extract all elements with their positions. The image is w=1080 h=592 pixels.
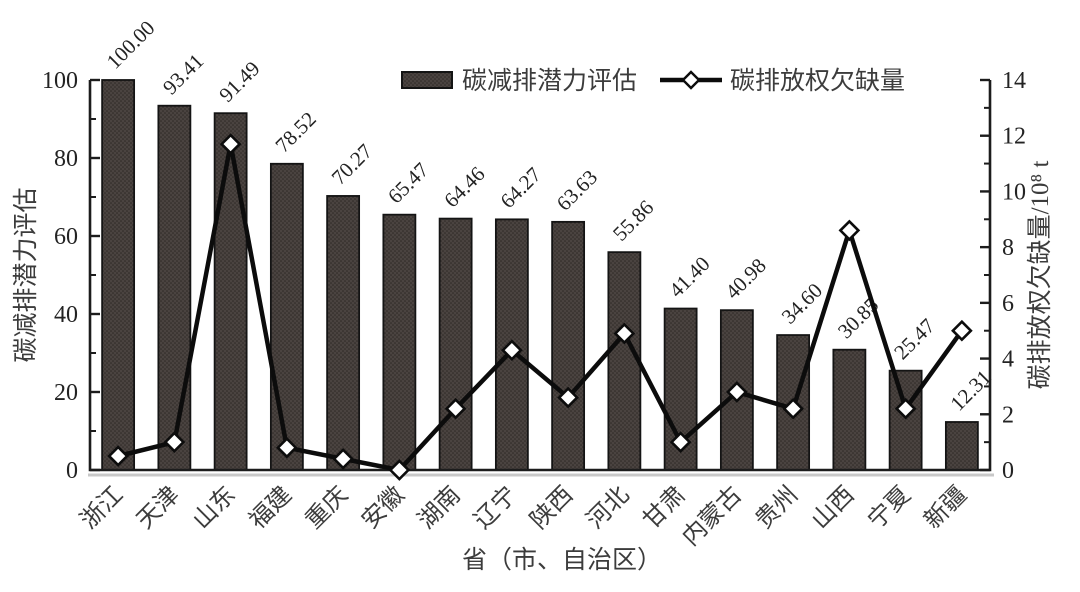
x-tick-label: 宁夏 [863,481,916,534]
x-tick-label: 安徽 [357,481,410,534]
line-marker [501,339,523,362]
left-axis-title: 碳减排潜力评估 [12,187,40,362]
bar-value-label: 93.41 [158,49,208,99]
line-marker [894,397,917,420]
line-marker [838,219,861,242]
line-marker [444,397,467,420]
left-tick-label: 100 [42,68,78,94]
right-tick-label: 6 [1002,291,1014,317]
x-tick-label: 新疆 [919,481,972,534]
x-tick-label: 重庆 [300,481,353,534]
right-tick-label: 12 [1002,124,1026,150]
line-layer [107,133,973,481]
bar-value-label: 64.46 [439,162,489,212]
x-tick-label: 天津 [132,481,185,534]
line-marker [726,381,748,403]
x-tick-label: 福建 [244,481,297,534]
line-marker [163,431,186,453]
legend: 碳减排潜力评估 碳排放权欠缺量 [401,67,905,95]
right-tick-label: 0 [1002,458,1014,484]
x-tick-label: 山西 [807,481,860,534]
legend-line-label: 碳排放权欠缺量 [730,67,905,95]
x-tick-label: 贵州 [750,481,803,534]
bar [551,220,586,471]
bar-value-label: 55.86 [608,195,658,245]
bar-value-label: 64.27 [495,163,545,213]
bar-value-label: 40.98 [720,253,770,303]
bar-value-label: 100.00 [102,16,160,74]
x-axis-title: 省（市、自治区） [462,546,662,574]
line-marker [332,448,354,470]
x-tick-label: 浙江 [75,481,128,534]
line-marker [669,431,692,453]
x-tick-label: 陕西 [525,481,578,534]
bar-value-label: 41.40 [664,252,714,302]
bar [944,421,979,471]
x-tick-label: 河北 [582,481,635,534]
bar-value-label: 63.63 [552,165,602,215]
bar [382,213,417,471]
line-marker [613,322,636,345]
line-marker [219,133,242,155]
left-tick-label: 40 [54,302,78,328]
right-axis-title: 碳排放权欠缺量/10⁸ t [1026,161,1054,390]
axes-layer: 0 20 40 60 80 100 0 2 4 6 8 10 12 14 [42,68,1026,484]
bar-value-label: 25.47 [889,314,939,364]
left-tick-label: 60 [54,224,78,250]
x-tick-label: 山东 [188,481,241,534]
bar [832,348,867,471]
line-marker [276,436,298,459]
bar [326,195,361,471]
x-tick-label: 辽宁 [469,481,522,534]
bar [213,112,248,471]
legend-bar-label: 碳减排潜力评估 [462,67,637,95]
line-marker [951,319,973,342]
left-tick-label: 20 [54,380,78,406]
right-tick-label: 14 [1002,68,1026,94]
line-series [117,141,964,473]
line-marker [557,386,579,409]
bar-value-label: 12.31 [945,365,995,415]
bar [101,79,136,471]
line-marker [388,459,411,481]
x-tick-label: 甘肃 [638,481,691,534]
line-marker [782,397,804,420]
bar-value-label: 78.52 [270,107,320,157]
left-tick-label: 0 [66,458,78,484]
right-tick-label: 4 [1002,347,1014,373]
bar [157,104,192,471]
x-tick-label: 内蒙古 [677,481,747,551]
right-tick-label: 10 [1002,179,1026,205]
legend-bar-swatch [401,71,453,89]
right-tick-label: 2 [1002,402,1014,428]
bar-value-label: 91.49 [214,56,264,106]
bar [438,217,473,471]
left-tick-label: 80 [54,146,78,172]
line-marker [107,445,129,467]
bar [269,162,304,471]
x-tick-label: 湖南 [413,481,466,534]
right-tick-label: 8 [1002,235,1014,261]
bar [888,369,923,471]
bar-value-label: 65.47 [383,158,433,208]
bar-value-label: 70.27 [327,139,377,189]
bar [607,251,642,471]
legend-diamond-icon [681,70,701,90]
